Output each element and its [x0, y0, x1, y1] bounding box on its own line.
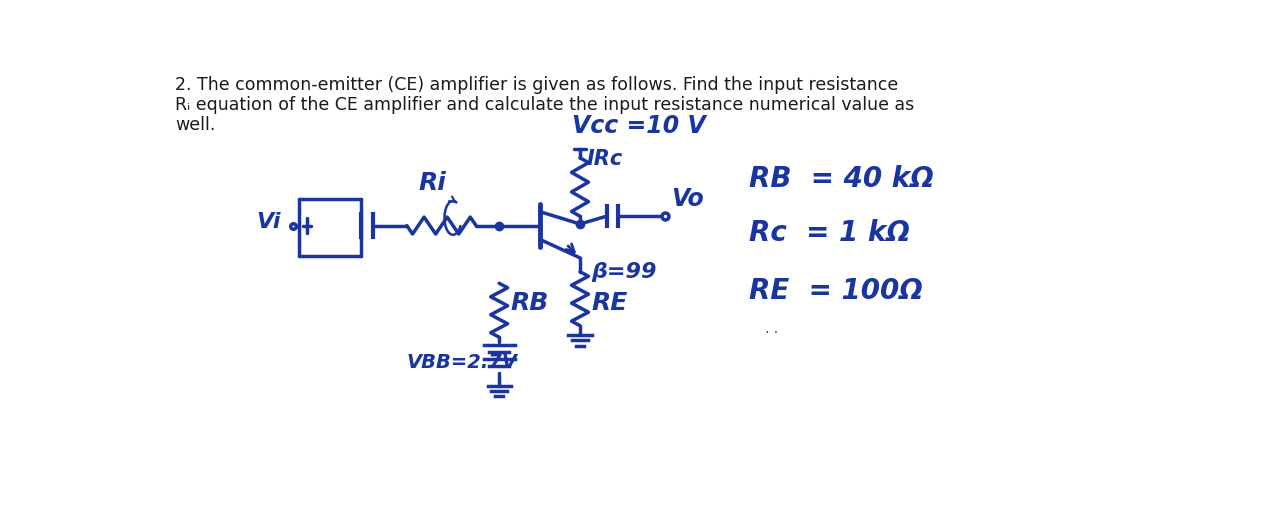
Text: VBB=2.7V: VBB=2.7V — [407, 353, 518, 372]
Text: well.: well. — [175, 116, 215, 134]
Text: RB: RB — [511, 290, 549, 314]
Text: Vo: Vo — [671, 187, 703, 211]
Text: Ri: Ri — [419, 171, 446, 195]
Text: Vi: Vi — [256, 212, 281, 232]
Text: RE  = 100Ω: RE = 100Ω — [750, 277, 923, 305]
Text: Rᵢ equation of the CE amplifier and calculate the input resistance numerical val: Rᵢ equation of the CE amplifier and calc… — [175, 96, 914, 114]
Text: 2. The common-emitter (CE) amplifier is given as follows. Find the input resista: 2. The common-emitter (CE) amplifier is … — [175, 76, 898, 94]
Text: Rc  = 1 kΩ: Rc = 1 kΩ — [750, 219, 911, 247]
Text: RE: RE — [591, 290, 629, 314]
Text: β=99: β=99 — [591, 262, 657, 282]
Text: Vcc =10 V: Vcc =10 V — [572, 114, 706, 138]
Text: IRc: IRc — [586, 148, 622, 169]
Text: . .: . . — [765, 322, 778, 337]
Text: RB  = 40 kΩ: RB = 40 kΩ — [750, 165, 934, 193]
